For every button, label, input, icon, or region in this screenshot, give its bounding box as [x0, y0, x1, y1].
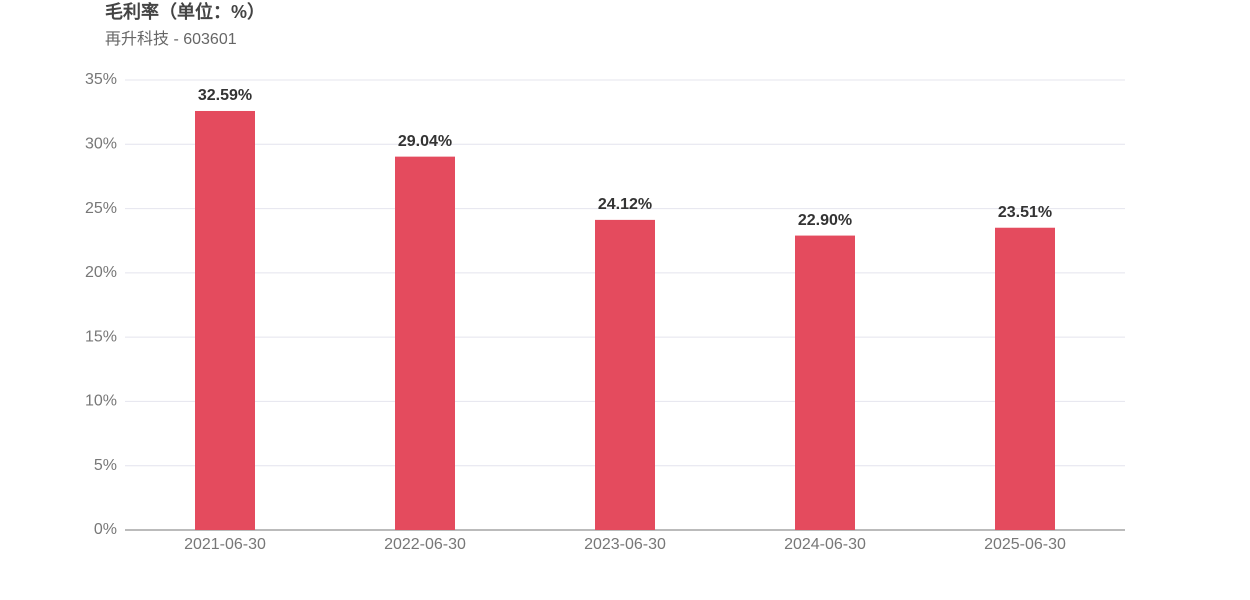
y-tick-label: 10% [85, 393, 117, 410]
y-tick-label: 25% [85, 200, 117, 217]
chart-subtitle: 再升科技 - 603601 [105, 30, 237, 48]
x-tick-label: 2021-06-30 [184, 536, 266, 553]
x-tick-label: 2025-06-30 [984, 536, 1066, 553]
bar [195, 110, 255, 530]
value-label: 22.90% [798, 212, 852, 229]
y-tick-label: 30% [85, 136, 117, 153]
bar [995, 227, 1055, 530]
x-tick-label: 2022-06-30 [384, 536, 466, 553]
bar [795, 235, 855, 531]
chart-title: 毛利率（单位：%） [105, 1, 265, 22]
bar [595, 219, 655, 530]
y-tick-label: 5% [94, 457, 117, 474]
x-tick-label: 2024-06-30 [784, 536, 866, 553]
y-tick-label: 35% [85, 71, 117, 88]
value-label: 32.59% [198, 87, 252, 104]
value-label: 24.12% [598, 196, 652, 213]
x-tick-label: 2023-06-30 [584, 536, 666, 553]
value-label: 29.04% [398, 133, 452, 150]
y-tick-label: 15% [85, 328, 117, 345]
y-tick-label: 0% [94, 521, 117, 538]
bar [395, 156, 455, 530]
y-tick-label: 20% [85, 264, 117, 281]
value-label: 23.51% [998, 204, 1052, 221]
